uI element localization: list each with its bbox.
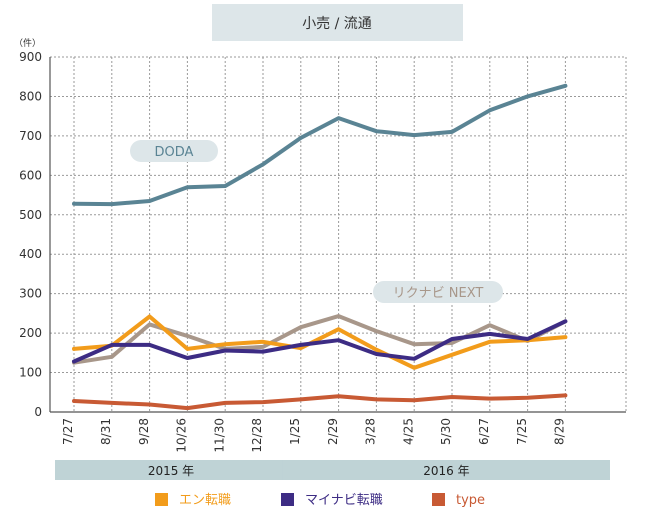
legend-swatch	[281, 493, 294, 506]
x-tick-label: 3/28	[364, 418, 378, 445]
x-tick-labels: 7/27 8/31 9/28 10/26 11/30 12/28 1/25 2/29 3/28 4…	[61, 418, 566, 453]
x-tick-label: 7/25	[515, 418, 529, 445]
x-tick-label: 10/26	[175, 418, 189, 453]
year-band-label: 2016 年	[423, 464, 469, 478]
year-band-label: 2015 年	[148, 464, 194, 478]
y-tick-label: 300	[19, 287, 42, 301]
x-tick-label: 9/28	[137, 418, 151, 445]
series-line-3	[72, 319, 568, 364]
series-line-2	[72, 314, 568, 370]
title-box	[212, 4, 463, 41]
legend-label: type	[456, 493, 485, 508]
year-bands: 2015 年 2016 年	[55, 460, 610, 480]
y-tick-label: 800	[19, 89, 42, 103]
y-tick-label: 500	[19, 208, 42, 222]
series-label-boxes: DODA リクナビ NEXT	[130, 140, 503, 303]
x-tick-label: 8/29	[553, 418, 567, 445]
axes: 0 100 200 300 400 500 600 700 800 900	[19, 50, 626, 419]
x-tick-label: 1/25	[288, 418, 302, 445]
legend-swatch	[432, 493, 445, 506]
x-tick-label: 4/25	[401, 418, 415, 445]
x-tick-label: 11/30	[212, 418, 226, 453]
x-tick-label: 2/29	[326, 418, 340, 445]
series-label-text: リクナビ NEXT	[393, 286, 484, 301]
y-tick-label: 900	[19, 50, 42, 64]
y-tick-label: 400	[19, 247, 42, 261]
y-tick-label: 600	[19, 168, 42, 182]
year-band	[55, 460, 287, 480]
series-label-box	[130, 140, 218, 162]
y-tick-label: 100	[19, 366, 42, 380]
series-lines	[72, 83, 568, 411]
chart-title: 小売 / 流通	[302, 16, 372, 32]
legend-swatch	[155, 493, 168, 506]
year-band	[282, 460, 610, 480]
y-tick-label: 0	[34, 405, 42, 419]
x-tick-label: 12/28	[250, 418, 264, 453]
series-label-box	[373, 281, 503, 303]
series-line-0	[72, 83, 568, 207]
x-tick-label: 5/30	[439, 418, 453, 445]
series-line-4	[72, 393, 568, 411]
legend-label: マイナビ転職	[305, 493, 383, 508]
series-label-text: DODA	[155, 145, 194, 160]
legend-label: エン転職	[179, 493, 231, 508]
grid	[50, 56, 627, 412]
series-line-1	[72, 314, 568, 365]
x-tick-label: 6/27	[477, 418, 491, 445]
y-tick-label: 700	[19, 129, 42, 143]
x-tick-label: 8/31	[99, 418, 113, 445]
y-tick-label: 200	[19, 326, 42, 340]
unit-label: （件）	[14, 37, 41, 49]
legend: エン転職 マイナビ転職 type	[155, 493, 485, 508]
x-tick-label: 7/27	[61, 418, 75, 445]
